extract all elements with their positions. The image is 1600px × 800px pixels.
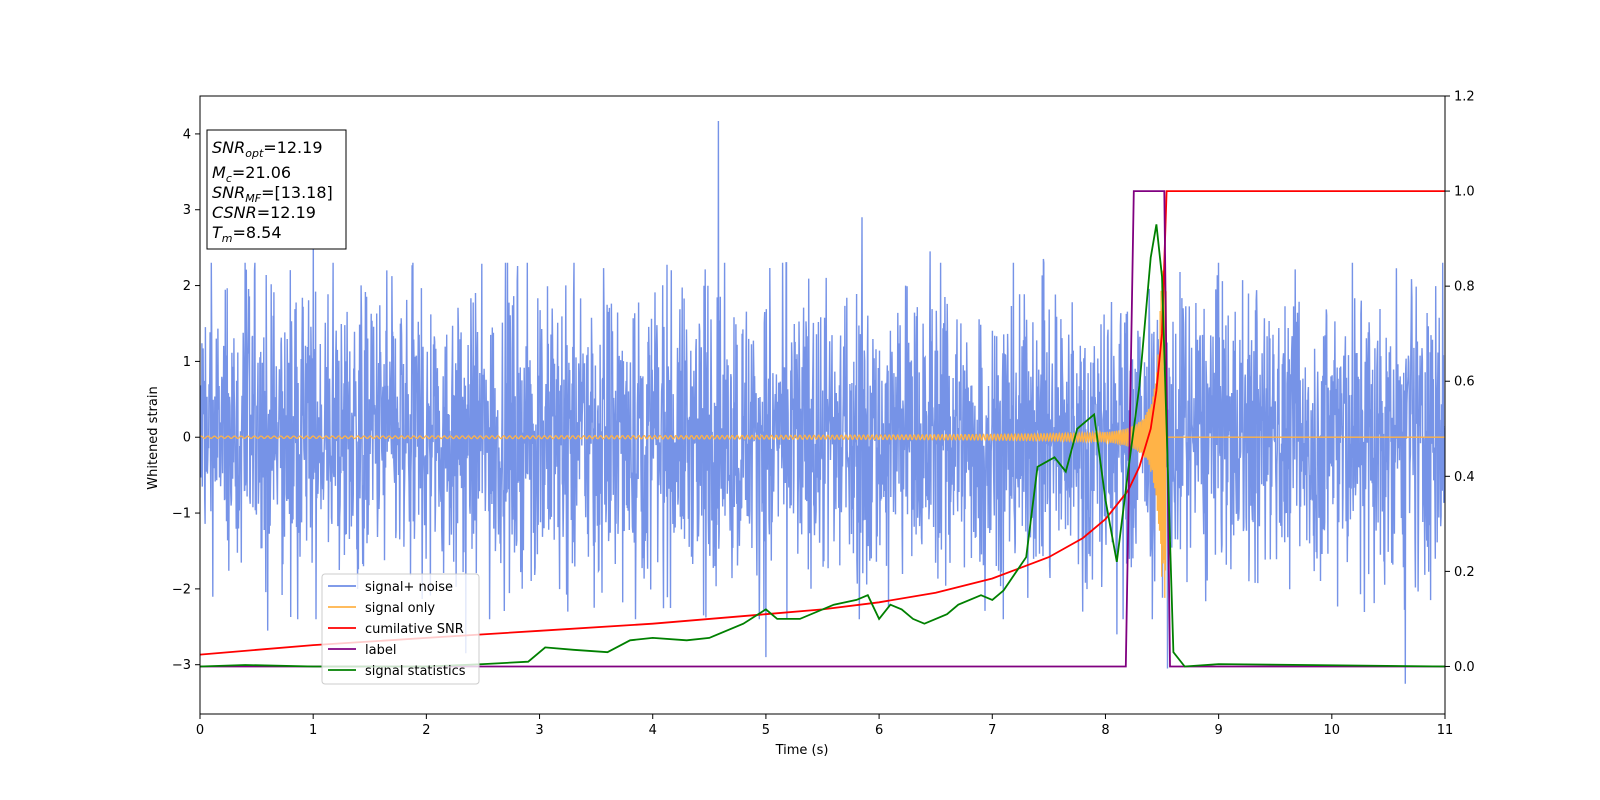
y-right-tick-label: 1.0 [1454, 185, 1475, 200]
legend-label: signal only [365, 601, 435, 616]
info-box-frame [206, 129, 347, 250]
legend-label: signal+ noise [365, 580, 453, 595]
series-line-signal-only [200, 270, 1445, 598]
y-left-tick-label: −1 [172, 507, 191, 522]
series-line-cumulative-snr [200, 190, 1445, 656]
y-right-tick-label: 0.4 [1454, 470, 1475, 485]
y-axis-label: Whitened strain [146, 386, 161, 489]
info-line: SNRopt=12.19 [212, 138, 323, 160]
series-line-label [200, 190, 1445, 668]
y-left-tick-label: 4 [183, 127, 191, 142]
x-axis-label: Time (s) [775, 743, 829, 758]
y-left-tick-label: −2 [172, 582, 191, 597]
x-tick-label: 9 [1214, 723, 1222, 738]
series-layer [200, 120, 1445, 684]
x-tick-label: 2 [422, 723, 430, 738]
info-line: Mc=21.06 [212, 163, 291, 185]
info-line: CSNR=12.19 [212, 203, 316, 222]
series-line-signal-statistics [200, 224, 1445, 668]
y-left-tick-label: 1 [183, 355, 191, 370]
y-right-tick-label: 0.0 [1454, 660, 1475, 675]
x-tick-label: 6 [875, 723, 883, 738]
x-tick-label: 5 [762, 723, 770, 738]
x-tick-label: 8 [1101, 723, 1109, 738]
y-left-tick-label: 0 [183, 431, 191, 446]
legend-label: cumilative SNR [365, 622, 464, 637]
legend: signal+ noise signal only cumilative SNR la… [321, 573, 480, 685]
x-tick-label: 10 [1324, 723, 1341, 738]
info-line: Tm=8.54 [212, 223, 282, 245]
axes-frame [199, 95, 1446, 715]
x-tick-label: 7 [988, 723, 996, 738]
x-tick-label: 0 [196, 723, 204, 738]
y-right-tick-label: 1.2 [1454, 90, 1475, 105]
y-left-tick-label: 3 [183, 203, 191, 218]
axes-layer: 0 1 2 3 4 5 6 7 8 9 10 11 −3 −2 −1 0 1 2 3 4 0.0 0.2 0.4 0.6 0.8… [172, 90, 1475, 739]
x-tick-label: 4 [649, 723, 657, 738]
legend-label: label [365, 643, 396, 658]
x-tick-label: 11 [1437, 723, 1454, 738]
legend-label: signal statistics [365, 664, 466, 679]
y-right-tick-label: 0.8 [1454, 280, 1475, 295]
y-right-tick-label: 0.6 [1454, 375, 1475, 390]
x-tick-label: 3 [535, 723, 543, 738]
y-right-tick-label: 0.2 [1454, 565, 1475, 580]
info-box: SNRopt=12.19 Mc=21.06SNRMF=[13.18]CSNR=12… [206, 129, 347, 250]
y-left-tick-label: −3 [172, 658, 191, 673]
legend-frame [321, 573, 480, 685]
y-left-tick-label: 2 [183, 279, 191, 294]
info-line: SNRMF=[13.18] [212, 183, 333, 205]
x-tick-label: 1 [309, 723, 317, 738]
